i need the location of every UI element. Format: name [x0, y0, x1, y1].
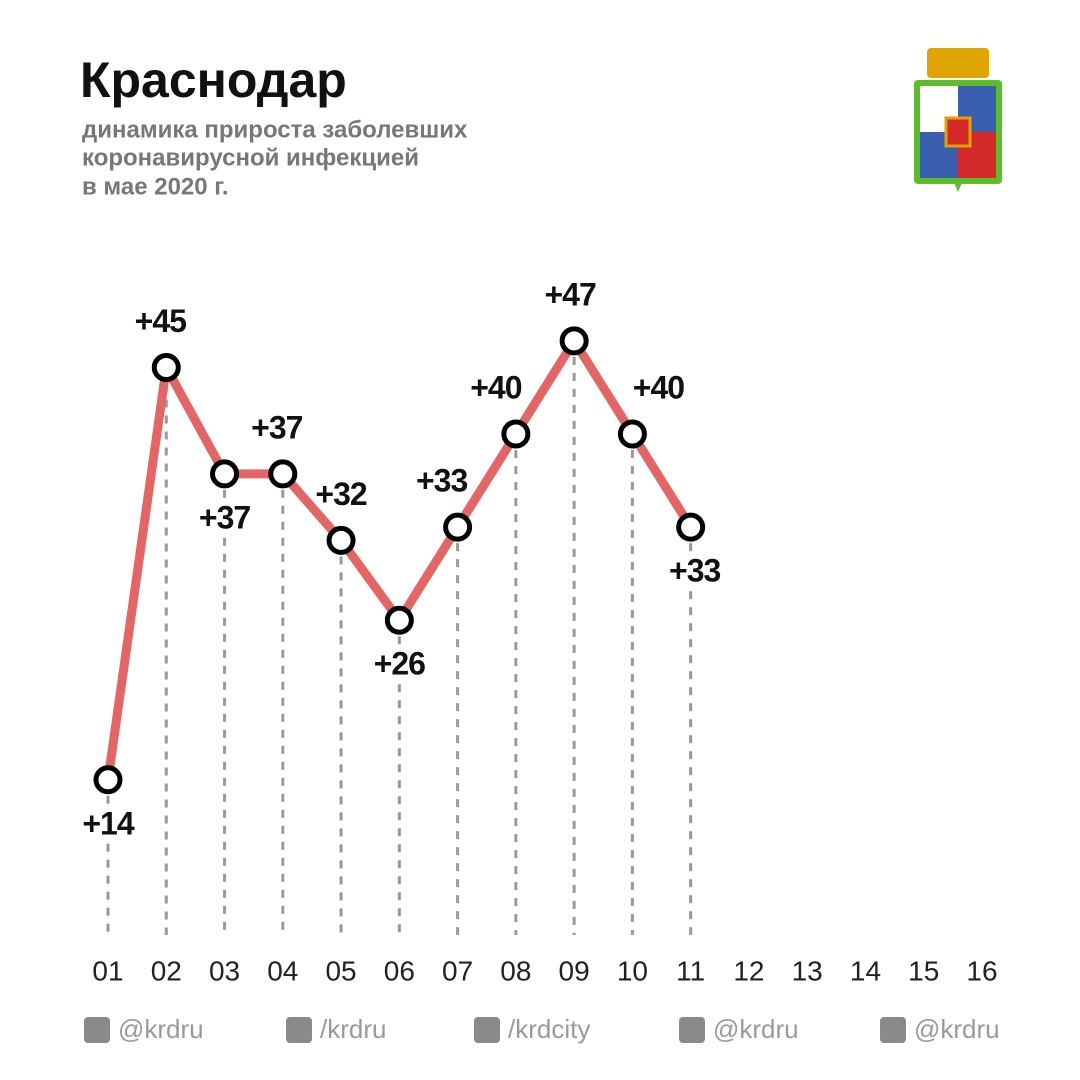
value-label: +37 [251, 409, 302, 445]
social-icon [474, 1017, 500, 1043]
x-tick-label: 14 [850, 955, 881, 986]
social-icon [880, 1017, 906, 1043]
x-tick-label: 06 [384, 955, 415, 986]
x-tick-label: 07 [442, 955, 473, 986]
point [326, 525, 356, 555]
value-label: +33 [669, 553, 720, 589]
subtitle: динамика прироста заболевших [82, 116, 468, 143]
point [151, 353, 181, 382]
value-label: +47 [544, 276, 595, 312]
point [501, 419, 531, 449]
x-tick-label: 10 [617, 955, 648, 986]
point [268, 459, 298, 489]
social-handle: /krdru [320, 1014, 386, 1044]
social-icon [84, 1017, 110, 1043]
social-handle: @krdru [713, 1014, 799, 1044]
x-tick-label: 02 [151, 955, 182, 986]
subtitle: в мае 2020 г. [82, 173, 229, 200]
value-label: +40 [633, 369, 684, 405]
x-tick-label: 09 [559, 955, 590, 986]
x-tick-label: 03 [209, 955, 240, 986]
value-label: +33 [416, 463, 467, 499]
point [559, 326, 589, 356]
value-label: +32 [315, 476, 366, 512]
chart-title: Краснодар [80, 52, 347, 108]
point [617, 419, 647, 449]
social-icon [679, 1017, 705, 1043]
social-handle: @krdru [118, 1014, 204, 1044]
value-label: +26 [374, 646, 425, 682]
x-tick-label: 04 [267, 955, 298, 986]
x-tick-label: 15 [908, 955, 939, 986]
x-tick-label: 12 [733, 955, 764, 986]
value-label: +37 [199, 499, 250, 535]
value-label: +45 [135, 303, 186, 339]
social-handle: @krdru [914, 1014, 1000, 1044]
coat-of-arms [914, 48, 1002, 192]
value-label: +40 [470, 369, 521, 405]
social-handle: /krdcity [508, 1014, 590, 1044]
x-tick-label: 13 [792, 955, 823, 986]
point [384, 605, 414, 635]
x-tick-label: 16 [966, 955, 997, 986]
x-tick-label: 08 [500, 955, 531, 986]
social-icon [286, 1017, 312, 1043]
point [443, 512, 473, 542]
x-tick-label: 11 [676, 955, 705, 986]
line [103, 336, 695, 781]
x-tick-label: 05 [325, 955, 356, 986]
subtitle: коронавирусной инфекцией [82, 144, 419, 171]
point [93, 765, 123, 795]
x-tick-label: 01 [92, 955, 123, 986]
point [210, 459, 240, 489]
point [676, 512, 706, 542]
value-label: +14 [82, 805, 134, 841]
